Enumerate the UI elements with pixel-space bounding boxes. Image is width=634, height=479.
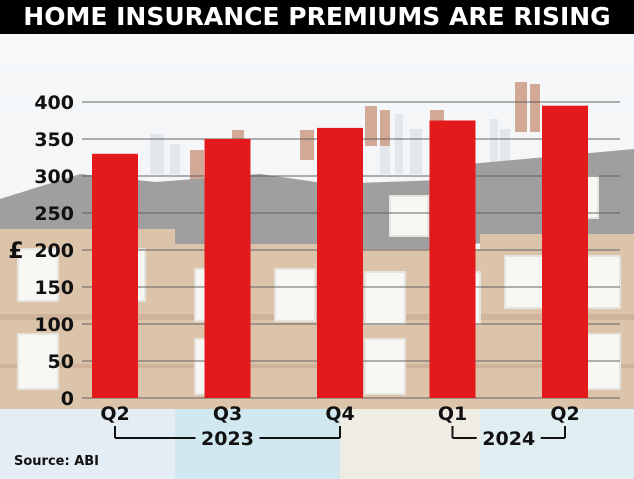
bar (542, 105, 588, 398)
bar (92, 153, 138, 398)
x-tick-label: Q4 (325, 403, 354, 425)
year-label: 2023 (201, 428, 254, 450)
y-axis-label: £ (8, 239, 23, 264)
bar-chart: 0 50 100 150 200 250 300 350 400 £ Q2 Q3 Q4 Q1 Q2 2023 2… (8, 92, 620, 450)
y-tick-label: 400 (34, 92, 74, 114)
y-tick-label: 50 (48, 351, 74, 373)
bar (429, 120, 476, 398)
bar (317, 127, 363, 399)
y-tick-label: 100 (34, 314, 74, 336)
x-tick-label: Q2 (550, 403, 579, 425)
y-tick-label: 0 (61, 388, 74, 410)
y-tick-label: 350 (34, 129, 74, 151)
chart-title: HOME INSURANCE PREMIUMS ARE RISING (0, 0, 634, 34)
x-tick-label: Q3 (213, 403, 242, 425)
bar (204, 139, 251, 398)
y-tick-label: 150 (34, 277, 74, 299)
x-tick-label: Q1 (438, 403, 467, 425)
source-note: Source: ABI (14, 454, 100, 469)
y-tick-label: 300 (34, 166, 74, 188)
x-tick-label: Q2 (100, 403, 129, 425)
year-label: 2024 (482, 428, 535, 450)
y-tick-label: 250 (34, 203, 74, 225)
y-tick-label: 200 (34, 240, 74, 262)
